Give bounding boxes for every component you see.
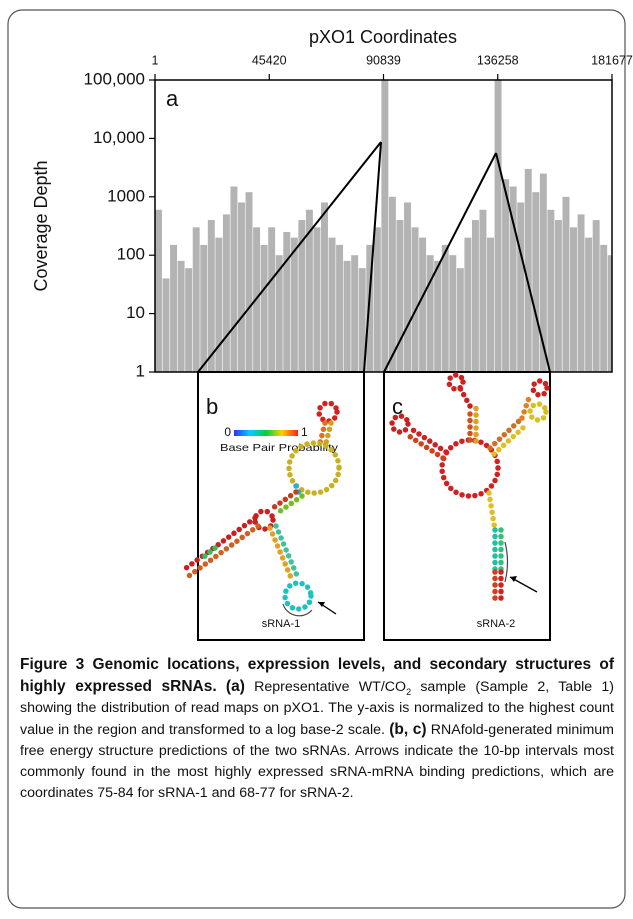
x-tick-label: 90839 [366, 53, 401, 67]
bar [207, 220, 215, 372]
bar [260, 244, 268, 372]
colorbar-min: 0 [224, 425, 231, 439]
bar [404, 202, 411, 372]
bar [487, 237, 494, 372]
bar [268, 227, 276, 372]
bar [524, 168, 532, 372]
bar [373, 227, 381, 372]
bar [388, 196, 396, 372]
y-axis-title: Coverage Depth [31, 160, 51, 291]
colorbar [234, 430, 298, 436]
panel-label: a [166, 86, 179, 111]
zoom-lines [197, 141, 551, 373]
panel-label: b [206, 394, 218, 419]
bar [351, 255, 359, 372]
bar [592, 220, 600, 372]
bar [547, 209, 555, 372]
caption-text [217, 679, 226, 695]
y-tick-label: 100,000 [84, 69, 145, 88]
caption-text: RNAfold-generated minimum free energy st… [20, 722, 614, 801]
bar [336, 244, 344, 372]
caption: Figure 3 Genomic locations, expression l… [20, 654, 614, 804]
bar [426, 255, 434, 372]
caption-text: Figure 3 Genomic locations, expression l… [20, 656, 614, 695]
bar [245, 192, 253, 372]
panel-label: c [392, 394, 403, 419]
x-tick-label: 45420 [252, 53, 287, 67]
y-tick-label: 100 [117, 245, 145, 264]
bar [177, 260, 185, 372]
bar [600, 244, 608, 372]
bar [419, 237, 427, 372]
rna-structure-2 [389, 372, 550, 606]
x-tick-label: 136258 [477, 53, 519, 67]
bar [170, 244, 178, 372]
bar [396, 220, 404, 372]
bar [434, 260, 442, 372]
bar [502, 179, 510, 372]
caption-text: (b, c) [389, 721, 427, 738]
bar [358, 268, 366, 372]
bar [471, 220, 479, 372]
y-tick-label: 1 [136, 361, 145, 380]
bar [313, 227, 321, 372]
bar [200, 244, 208, 372]
bar [366, 244, 374, 372]
bar [298, 220, 306, 372]
bar [215, 237, 223, 372]
panel-b-frame [197, 371, 365, 641]
bar [290, 237, 298, 372]
y-tick-label: 1000 [107, 186, 145, 205]
bar [321, 202, 328, 372]
caption-text: Representative WT/CO [244, 679, 407, 695]
bar [479, 209, 487, 372]
figure-frame [7, 9, 626, 909]
y-tick-label: 10 [126, 303, 145, 322]
bar [509, 186, 517, 372]
structure-label: sRNA-1 [262, 618, 301, 630]
bar [283, 231, 291, 372]
x-tick-label: 181677 [591, 53, 633, 67]
bar [577, 214, 585, 372]
bar [554, 220, 562, 372]
bar [275, 255, 283, 372]
bar [585, 237, 593, 372]
x-tick-label: 1 [152, 53, 159, 67]
bar [222, 214, 230, 372]
bar [155, 209, 162, 372]
bar [192, 227, 200, 372]
panel-c-frame [383, 371, 551, 641]
bar [539, 173, 547, 372]
bar [464, 237, 472, 372]
bar [343, 260, 351, 372]
caption-text: (a) [225, 678, 245, 695]
bar [305, 209, 313, 372]
bar [185, 268, 193, 372]
bar [570, 227, 577, 372]
bar [607, 255, 612, 372]
colorbar-max: 1 [301, 425, 308, 439]
caption-text: sample (Sample 2, Table 1) showing the d… [20, 679, 614, 738]
bar [517, 202, 525, 372]
bar [441, 244, 449, 372]
bar [411, 227, 419, 372]
x-axis-title: pXO1 Coordinates [309, 27, 457, 47]
bar [162, 278, 170, 372]
bar [494, 80, 502, 372]
caption-text: 2 [406, 686, 412, 697]
bar [230, 186, 238, 372]
bar [532, 192, 540, 372]
rna-structure-1 [179, 400, 342, 617]
bar [562, 196, 570, 372]
bar [449, 255, 457, 372]
bar [456, 268, 464, 372]
y-tick-label: 10,000 [93, 128, 145, 147]
structure-label: sRNA-2 [477, 618, 516, 630]
bar [328, 237, 336, 372]
bar [381, 80, 389, 372]
bar [238, 202, 245, 372]
